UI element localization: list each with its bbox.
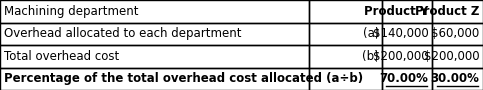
Text: $200,000: $200,000 bbox=[424, 50, 479, 63]
Text: $140,000: $140,000 bbox=[373, 27, 428, 40]
Text: Total overhead cost: Total overhead cost bbox=[4, 50, 119, 63]
Text: (b): (b) bbox=[362, 50, 379, 63]
Bar bbox=[382, 45, 432, 68]
Bar bbox=[309, 45, 382, 68]
Text: 70.00%: 70.00% bbox=[380, 72, 428, 85]
Text: $200,000: $200,000 bbox=[373, 50, 428, 63]
Bar bbox=[382, 68, 432, 90]
Bar bbox=[432, 68, 483, 90]
Bar bbox=[432, 45, 483, 68]
Bar bbox=[0, 68, 309, 90]
Text: Product Y: Product Y bbox=[364, 5, 428, 18]
Text: Percentage of the total overhead cost allocated (a÷b): Percentage of the total overhead cost al… bbox=[4, 72, 363, 85]
Bar bbox=[0, 0, 309, 22]
Bar bbox=[309, 22, 382, 45]
Bar bbox=[0, 22, 309, 45]
Bar bbox=[309, 0, 382, 22]
Text: 30.00%: 30.00% bbox=[430, 72, 479, 85]
Text: Product Z: Product Z bbox=[415, 5, 479, 18]
Bar bbox=[432, 0, 483, 22]
Bar bbox=[432, 22, 483, 45]
Text: Machining department: Machining department bbox=[4, 5, 138, 18]
Bar bbox=[382, 22, 432, 45]
Bar bbox=[309, 68, 382, 90]
Text: Overhead allocated to each department: Overhead allocated to each department bbox=[4, 27, 242, 40]
Text: $60,000: $60,000 bbox=[431, 27, 479, 40]
Text: (a): (a) bbox=[363, 27, 379, 40]
Bar bbox=[0, 45, 309, 68]
Bar bbox=[382, 0, 432, 22]
